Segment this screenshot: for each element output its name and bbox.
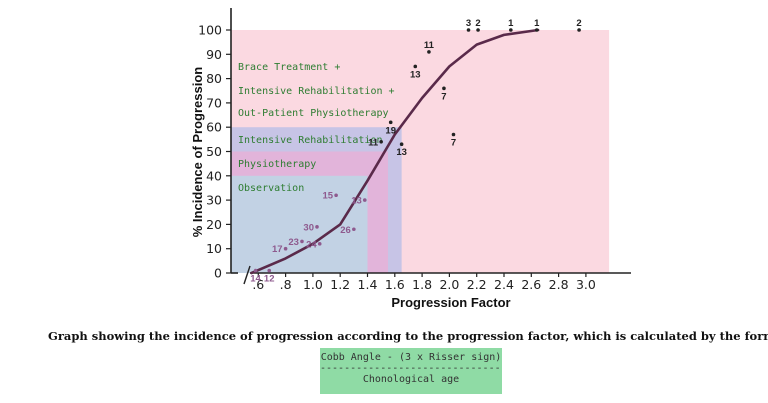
data-point-13 [427,50,431,54]
axis-break-mark [243,265,251,285]
x-tick-label-6: 1.8 [412,277,432,292]
band-label-3: Intensive Rehabilitation [238,135,383,146]
data-point-label-5: 24 [306,239,317,250]
data-point-label-2: 23 [288,237,299,248]
data-point-11 [399,142,404,147]
data-point-3 [283,246,288,251]
x-tick-label-0: .6 [252,277,264,292]
data-point-15 [451,132,456,137]
data-point-label-1: 12 [264,274,275,285]
data-point-16 [466,28,471,32]
data-point-label-11: 13 [396,147,407,158]
progression-curve [250,28,540,275]
data-point-label-19: 1 [534,18,540,29]
data-point-label-13: 11 [424,40,435,51]
x-tick-label-2: 1.0 [303,277,323,292]
y-tick-label-60: 60 [206,120,222,135]
data-point-label-20: 2 [576,18,581,29]
x-axis-title: Progression Factor [391,295,510,310]
progression-curve-layer [250,28,540,275]
data-point-8 [362,198,367,202]
y-tick-label-70: 70 [206,95,222,110]
y-tick-label-100: 100 [198,23,222,38]
data-point-6 [334,193,338,198]
y-axis-title: % Incidence of Progression [190,67,205,238]
data-point-10 [388,120,393,125]
formula-numerator: Cobb Angle - (3 x Risser sign) [320,352,502,363]
x-tick-label-7: 2.0 [439,277,459,292]
x-tick-label-11: 2.8 [549,277,569,292]
progression-chart: Brace Treatment + Intensive Rehabilitatio… [190,8,631,310]
formula-box: Cobb Angle - (3 x Risser sign) ---------… [320,348,502,394]
band-label-0: Brace Treatment + [238,62,340,73]
y-tick-label-50: 50 [206,144,222,159]
x-tick-label-10: 2.6 [521,277,541,292]
treatment-bands: Brace Treatment + Intensive Rehabilitatio… [231,30,610,273]
y-tick-label-80: 80 [206,71,222,86]
band-label-1: Intensive Rehabilitation + [238,86,395,97]
data-point-1 [267,268,272,273]
data-point-5 [317,242,322,246]
data-point-0 [253,268,258,273]
x-tick-label-9: 2.4 [494,277,514,292]
data-point-label-7: 26 [340,225,351,236]
data-point-7 [352,227,356,232]
band-label-2: Out-Patient Physiotherapy [238,108,389,119]
data-point-2 [300,239,304,244]
data-point-label-0: 14 [250,274,261,285]
chart-axes: 0 10 20 30 40 50 60 70 80 90 100 .6 .8 1.0 1.2 1.4 1.6 1.… [198,8,631,292]
data-point-4 [315,225,319,229]
data-point-label-16: 3 [466,18,471,29]
data-point-label-9: 11 [368,137,379,148]
data-point-label-10: 19 [385,125,396,136]
data-point-label-8: 13 [351,196,362,207]
x-tick-label-1: .8 [280,277,292,292]
data-point-9 [379,139,383,144]
figure-caption: Graph showing the incidence of progressi… [48,329,768,343]
data-point-label-6: 15 [323,191,334,202]
data-point-label-14: 7 [441,91,446,102]
x-tick-label-5: 1.6 [385,277,405,292]
data-point-14 [442,86,446,91]
x-tick-label-8: 2.2 [467,277,487,292]
y-tick-label-20: 20 [206,217,222,232]
data-point-17 [476,28,480,32]
y-tick-label-90: 90 [206,47,222,62]
data-point-label-12: 13 [410,69,421,80]
y-tick-label-0: 0 [214,266,222,281]
x-tick-label-4: 1.4 [358,277,378,292]
band-area-5 [231,175,368,273]
x-tick-label-3: 1.2 [330,277,350,292]
y-tick-label-40: 40 [206,168,222,183]
data-point-label-3: 17 [272,244,283,255]
data-point-19 [534,28,539,32]
y-tick-label-30: 30 [206,193,222,208]
x-tick-label-12: 3.0 [576,277,596,292]
formula-divider: --------------------------------- [320,363,502,374]
data-point-18 [509,28,513,32]
band-label-5: Observation [238,183,304,194]
y-tick-label-10: 10 [206,241,222,256]
data-point-label-15: 7 [451,137,456,148]
band-label-4: Physiotherapy [238,159,316,170]
formula-denominator: Chonological age [362,374,460,385]
data-point-label-18: 1 [508,18,514,29]
data-point-20 [577,28,581,32]
data-point-label-4: 30 [303,222,314,233]
data-point-12 [413,64,418,69]
data-point-label-17: 2 [475,18,480,29]
